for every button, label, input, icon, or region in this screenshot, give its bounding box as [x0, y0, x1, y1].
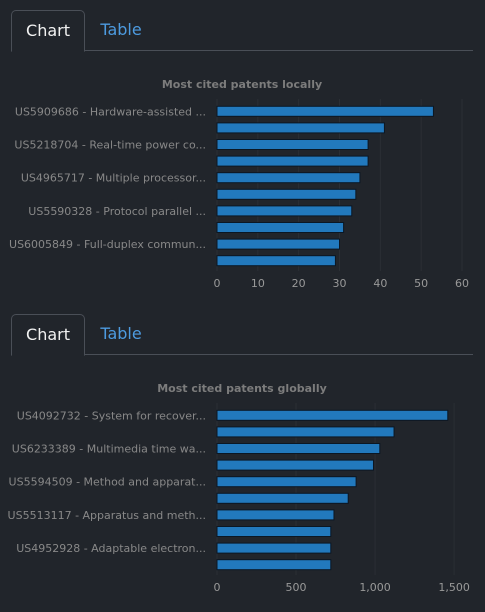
tab-table[interactable]: Table	[88, 314, 154, 354]
x-tick-label: 500	[286, 581, 307, 594]
category-label: US6005849 - Full-duplex commun...	[9, 238, 206, 251]
x-tick-label: 1,000	[359, 581, 391, 594]
tab-divider	[85, 50, 473, 51]
bar[interactable]	[217, 410, 448, 420]
x-tick-label: 20	[292, 277, 306, 290]
category-label: US5218704 - Real-time power co...	[14, 139, 206, 152]
tab-chart[interactable]: Chart	[11, 10, 85, 52]
chart-title: Most cited patents locally	[162, 78, 322, 91]
category-label: US5590328 - Protocol parallel ...	[28, 205, 206, 218]
bar[interactable]	[217, 206, 352, 216]
local-citations-bar-chart: Most cited patents locally US5909686 - Ha…	[0, 60, 485, 304]
tab-bar: Chart Table	[0, 314, 473, 355]
local-citations-panel: Chart Table Most cited patents locally US…	[0, 0, 485, 304]
bar[interactable]	[217, 543, 331, 553]
x-tick-label: 50	[414, 277, 428, 290]
tab-divider	[85, 354, 473, 355]
bar[interactable]	[217, 527, 331, 537]
x-tick-label: 10	[251, 277, 265, 290]
x-tick-label: 40	[373, 277, 387, 290]
category-label: US4092732 - System for recover...	[17, 409, 206, 422]
bar[interactable]	[217, 477, 356, 487]
x-tick-label: 60	[455, 277, 469, 290]
bar[interactable]	[217, 256, 335, 266]
x-tick-label: 1,500	[438, 581, 470, 594]
bar[interactable]	[217, 427, 394, 437]
bar[interactable]	[217, 223, 344, 233]
bar[interactable]	[217, 493, 348, 503]
category-label: US4965717 - Multiple processor...	[21, 172, 206, 185]
category-label: US4952928 - Adaptable electron...	[16, 542, 206, 555]
category-label: US5513117 - Apparatus and meth...	[8, 509, 206, 522]
bar[interactable]	[217, 123, 384, 133]
bar[interactable]	[217, 156, 368, 166]
bar[interactable]	[217, 189, 356, 199]
bar[interactable]	[217, 239, 340, 249]
category-label: US6233389 - Multimedia time wa...	[12, 443, 206, 456]
tab-bar: Chart Table	[0, 10, 473, 51]
bar[interactable]	[217, 460, 373, 470]
x-tick-label: 30	[333, 277, 347, 290]
global-citations-bar-chart: Most cited patents globally US4092732 - S…	[0, 364, 485, 608]
tab-chart[interactable]: Chart	[11, 314, 85, 356]
x-tick-label: 0	[214, 277, 221, 290]
bar[interactable]	[217, 140, 368, 150]
bar[interactable]	[217, 510, 334, 520]
bar[interactable]	[217, 560, 331, 570]
tab-table[interactable]: Table	[88, 10, 154, 50]
bar[interactable]	[217, 173, 360, 183]
bar[interactable]	[217, 106, 433, 116]
chart-title: Most cited patents globally	[157, 382, 327, 395]
x-tick-label: 0	[214, 581, 221, 594]
category-label: US5909686 - Hardware-assisted ...	[15, 105, 206, 118]
global-citations-panel: Chart Table Most cited patents globally U…	[0, 304, 485, 612]
bar[interactable]	[217, 444, 380, 454]
category-label: US5594509 - Method and apparat...	[9, 476, 206, 489]
